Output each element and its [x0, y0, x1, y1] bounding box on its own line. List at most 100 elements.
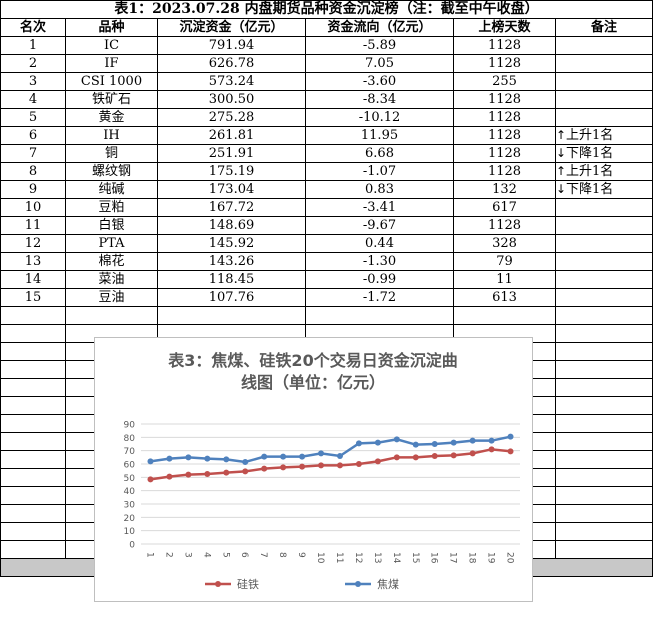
cell-fund: 148.69: [157, 216, 306, 235]
chart-title-line: 线图（单位：亿元）: [241, 373, 385, 392]
cell-name: 豆油: [65, 288, 158, 307]
header-row: 名次 品种 沉淀资金（亿元） 资金流向（亿元） 上榜天数 备注: [0, 18, 653, 37]
cell-note: [555, 72, 653, 91]
empty-cell: [0, 504, 66, 523]
data-point: [374, 458, 381, 465]
data-point: [204, 471, 211, 477]
cell-flow: 6.68: [305, 144, 454, 163]
table-row: 9 纯碱 173.04 0.83 132 ↓下降1名: [0, 180, 653, 199]
data-point: [450, 452, 457, 459]
cell-fund: 167.72: [157, 198, 306, 217]
data-point: [261, 453, 268, 460]
empty-cell: [305, 306, 454, 325]
cell-rank: 7: [0, 144, 66, 163]
cell-days: 1128: [453, 126, 556, 145]
arrow-down-icon: ↓: [556, 146, 567, 160]
empty-cell: [0, 540, 66, 559]
empty-cell: [555, 522, 653, 541]
empty-cell: [555, 504, 653, 523]
data-point: [261, 465, 268, 472]
empty-cell: [555, 378, 653, 397]
legend-swatch-marker: [355, 581, 361, 587]
note-text: 上升1名: [566, 164, 614, 179]
note-text: 下降1名: [566, 146, 614, 161]
data-point: [166, 455, 173, 462]
cell-rank: 2: [0, 54, 66, 73]
cell-note: [555, 234, 653, 253]
table-row: 4 铁矿石 300.50 -8.34 1128: [0, 90, 653, 109]
empty-cell: [555, 342, 653, 361]
cell-fund: 175.19: [157, 162, 306, 181]
cell-fund: 145.92: [157, 234, 306, 253]
x-tick-label: 7: [258, 552, 268, 558]
cell-fund: 300.50: [157, 90, 306, 109]
cell-flow: -0.99: [305, 270, 454, 289]
cell-flow: -1.72: [305, 288, 454, 307]
cell-days: 1128: [453, 144, 556, 163]
empty-cell: [0, 324, 66, 343]
table-row: 6 IH 261.81 11.95 1128 ↑上升1名: [0, 126, 653, 145]
cell-fund: 626.78: [157, 54, 306, 73]
cell-rank: 11: [0, 216, 66, 235]
empty-cell: [555, 432, 653, 451]
cell-flow: -1.30: [305, 252, 454, 271]
header-note: 备注: [555, 18, 653, 37]
empty-cell: [555, 540, 653, 559]
y-tick-label: 80: [124, 434, 136, 444]
x-tick-label: 2: [163, 552, 173, 558]
data-point: [355, 440, 362, 447]
table-title: 表1：2023.07.28 内盘期货品种资金沉淀榜（注：截至中午收盘）: [0, 0, 653, 19]
data-point: [355, 461, 362, 467]
table-row: 10 豆粕 167.72 -3.41 617: [0, 198, 653, 217]
table-row: 11 白银 148.69 -9.67 1128: [0, 216, 653, 235]
cell-days: 1128: [453, 108, 556, 127]
table-row: 7 铜 251.91 6.68 1128 ↓下降1名: [0, 144, 653, 163]
arrow-up-icon: ↑: [556, 128, 567, 142]
note-text: 上升1名: [566, 128, 614, 143]
y-tick-label: 50: [124, 474, 136, 484]
x-tick-label: 14: [391, 552, 401, 564]
data-point: [507, 448, 514, 455]
cell-days: 132: [453, 180, 556, 199]
cell-fund: 261.81: [157, 126, 306, 145]
data-point: [204, 455, 211, 462]
cell-rank: 3: [0, 72, 66, 91]
data-point: [507, 433, 514, 440]
y-tick-label: 60: [124, 461, 136, 471]
cell-note: [555, 270, 653, 289]
cell-rank: 4: [0, 90, 66, 109]
cell-note: ↑上升1名: [555, 126, 653, 145]
cell-note: [555, 36, 653, 55]
data-point: [412, 441, 419, 448]
cell-rank: 14: [0, 270, 66, 289]
data-point: [374, 439, 381, 446]
cell-days: 79: [453, 252, 556, 271]
data-point: [431, 441, 438, 447]
empty-cell: [555, 324, 653, 343]
cell-days: 1128: [453, 54, 556, 73]
cell-flow: -8.34: [305, 90, 454, 109]
arrow-up-icon: ↑: [556, 164, 567, 178]
y-tick-label: 10: [124, 527, 136, 537]
empty-cell: [0, 432, 66, 451]
cell-name: 铁矿石: [65, 90, 158, 109]
note-text: 下降1名: [566, 182, 614, 197]
cell-name: CSI 1000: [65, 72, 158, 91]
data-point: [147, 476, 154, 483]
x-tick-label: 12: [353, 552, 363, 563]
x-tick-label: 4: [201, 552, 211, 558]
empty-cell: [0, 414, 66, 433]
data-point: [242, 468, 249, 475]
cell-name: 棉花: [65, 252, 158, 271]
y-tick-label: 30: [124, 501, 136, 511]
x-tick-label: 8: [277, 552, 287, 558]
y-tick-label: 40: [124, 487, 136, 497]
y-tick-label: 70: [124, 447, 136, 457]
data-point: [336, 453, 343, 459]
cell-note: [555, 252, 653, 271]
table-row: 14 菜油 118.45 -0.99 11: [0, 270, 653, 289]
empty-cell: [555, 414, 653, 433]
series-line-ferrosilicon: [150, 448, 511, 481]
empty-cell: [157, 306, 306, 325]
data-point: [299, 453, 306, 460]
